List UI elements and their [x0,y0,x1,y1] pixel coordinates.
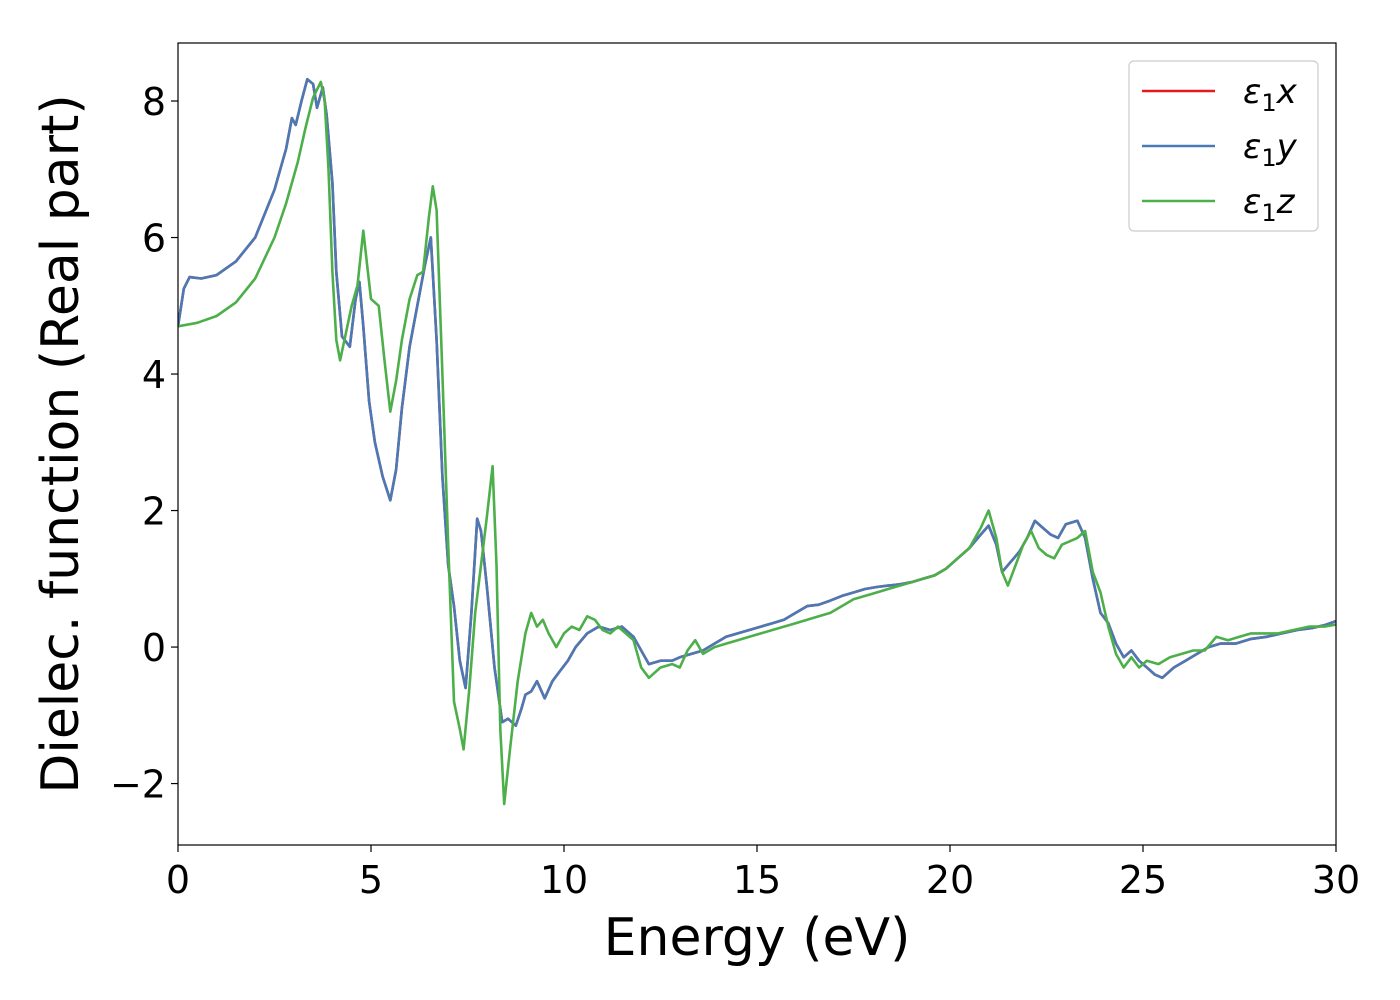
legend-label-y: ε1y [1243,127,1298,172]
series-line-y [178,77,1336,727]
legend-label-z: ε1z [1243,182,1296,227]
y-tick-label: 4 [142,353,166,397]
y-axis-label: Dielec. function (Real part) [31,94,91,793]
y-tick-label: −2 [110,763,166,807]
series-layer [178,77,1336,806]
y-tick-label: 2 [142,490,166,534]
y-tick-label: 8 [142,80,166,124]
series-line-z [178,80,1336,806]
x-tick-label: 5 [359,858,383,902]
y-tick-label: 6 [142,217,166,261]
x-tick-label: 30 [1312,858,1360,902]
x-tick-label: 15 [733,858,781,902]
x-axis: 0 5 10 15 20 25 30 [166,845,1360,902]
y-axis: −2 0 2 4 6 8 [110,80,178,807]
x-tick-label: 25 [1119,858,1167,902]
x-tick-label: 10 [540,858,588,902]
x-tick-label: 0 [166,858,190,902]
x-tick-label: 20 [926,858,974,902]
x-axis-label: Energy (eV) [604,908,911,968]
y-tick-label: 0 [142,626,166,670]
legend-box [1128,60,1319,232]
legend: ε1x ε1y ε1z [1128,60,1319,232]
legend-label-x: ε1x [1243,72,1298,117]
